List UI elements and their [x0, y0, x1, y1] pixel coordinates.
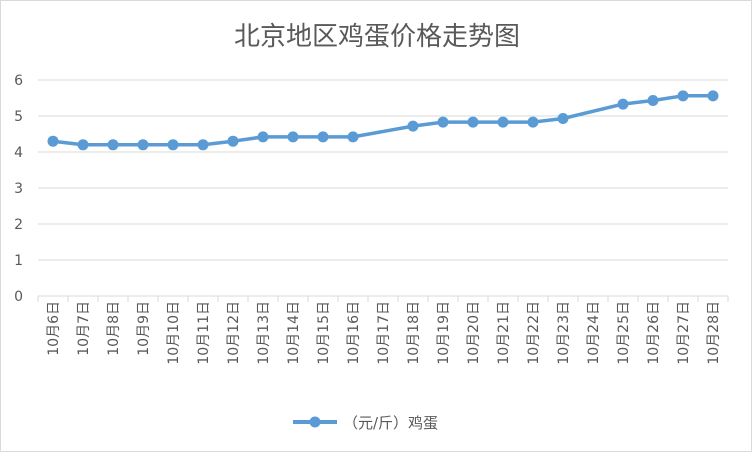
x-tick-label: 10月16日: [346, 301, 362, 365]
data-point[interactable]: [707, 90, 719, 102]
data-point[interactable]: [287, 131, 299, 143]
data-point[interactable]: [497, 116, 509, 128]
x-tick-label: 10月22日: [526, 301, 542, 365]
y-tick-label: 0: [14, 289, 23, 305]
y-tick-label: 1: [14, 253, 23, 269]
x-tick-label: 10月9日: [136, 301, 152, 356]
x-tick-label: 10月12日: [226, 301, 242, 365]
x-tick-label: 10月7日: [76, 301, 92, 356]
x-tick-label: 10月24日: [586, 301, 602, 365]
chart-title: 北京地区鸡蛋价格走势图: [234, 22, 520, 52]
x-tick-label: 10月13日: [256, 301, 272, 365]
x-tick-label: 10月28日: [706, 301, 722, 365]
x-tick-label: 10月19日: [436, 301, 452, 365]
data-point[interactable]: [647, 95, 659, 107]
data-point[interactable]: [107, 139, 119, 151]
data-point[interactable]: [137, 139, 149, 151]
data-point[interactable]: [167, 139, 179, 151]
series: [47, 90, 719, 151]
series-line: [51, 94, 715, 147]
x-axis-ticks: 10月6日 10月7日 10月8日 10月9日 10月10日 10月11日 10月12日 10…: [46, 301, 722, 365]
y-tick-label: 6: [14, 73, 23, 89]
data-point[interactable]: [347, 131, 359, 143]
x-tick-label: 10月15日: [316, 301, 332, 365]
x-tick-label: 10月8日: [106, 301, 122, 356]
data-point[interactable]: [197, 139, 209, 151]
data-point[interactable]: [227, 135, 239, 147]
y-axis-ticks: 0 1 2 3 4 5 6: [14, 73, 23, 305]
x-tick-label: 10月18日: [406, 301, 422, 365]
data-point[interactable]: [437, 116, 449, 128]
x-tick-label: 10月6日: [46, 301, 62, 356]
x-tick-label: 10月20日: [466, 301, 482, 365]
legend[interactable]: （元/斤）鸡蛋: [293, 414, 438, 432]
y-tick-label: 3: [14, 181, 23, 197]
data-point[interactable]: [557, 113, 569, 125]
data-point[interactable]: [677, 90, 689, 102]
data-point[interactable]: [467, 116, 479, 128]
x-axis: [37, 295, 729, 302]
x-tick-label: 10月17日: [376, 301, 392, 365]
data-point[interactable]: [257, 131, 269, 143]
legend-label: （元/斤）鸡蛋: [343, 414, 438, 432]
data-point[interactable]: [317, 131, 329, 143]
y-tick-label: 4: [14, 145, 23, 161]
data-point[interactable]: [527, 116, 539, 128]
data-point[interactable]: [617, 98, 629, 110]
gridlines: [38, 79, 728, 261]
y-tick-label: 5: [14, 109, 23, 125]
x-tick-label: 10月23日: [556, 301, 572, 365]
y-tick-label: 2: [14, 217, 23, 233]
data-point[interactable]: [77, 139, 89, 151]
x-tick-label: 10月14日: [286, 301, 302, 365]
x-tick-label: 10月27日: [676, 301, 692, 365]
x-tick-label: 10月26日: [646, 301, 662, 365]
x-tick-label: 10月21日: [496, 301, 512, 365]
x-tick-label: 10月10日: [166, 301, 182, 365]
x-tick-label: 10月25日: [616, 301, 632, 365]
x-tick-label: 10月11日: [196, 301, 212, 365]
data-point[interactable]: [47, 135, 59, 147]
legend-dot-marker: [309, 416, 321, 428]
data-point[interactable]: [407, 120, 419, 132]
